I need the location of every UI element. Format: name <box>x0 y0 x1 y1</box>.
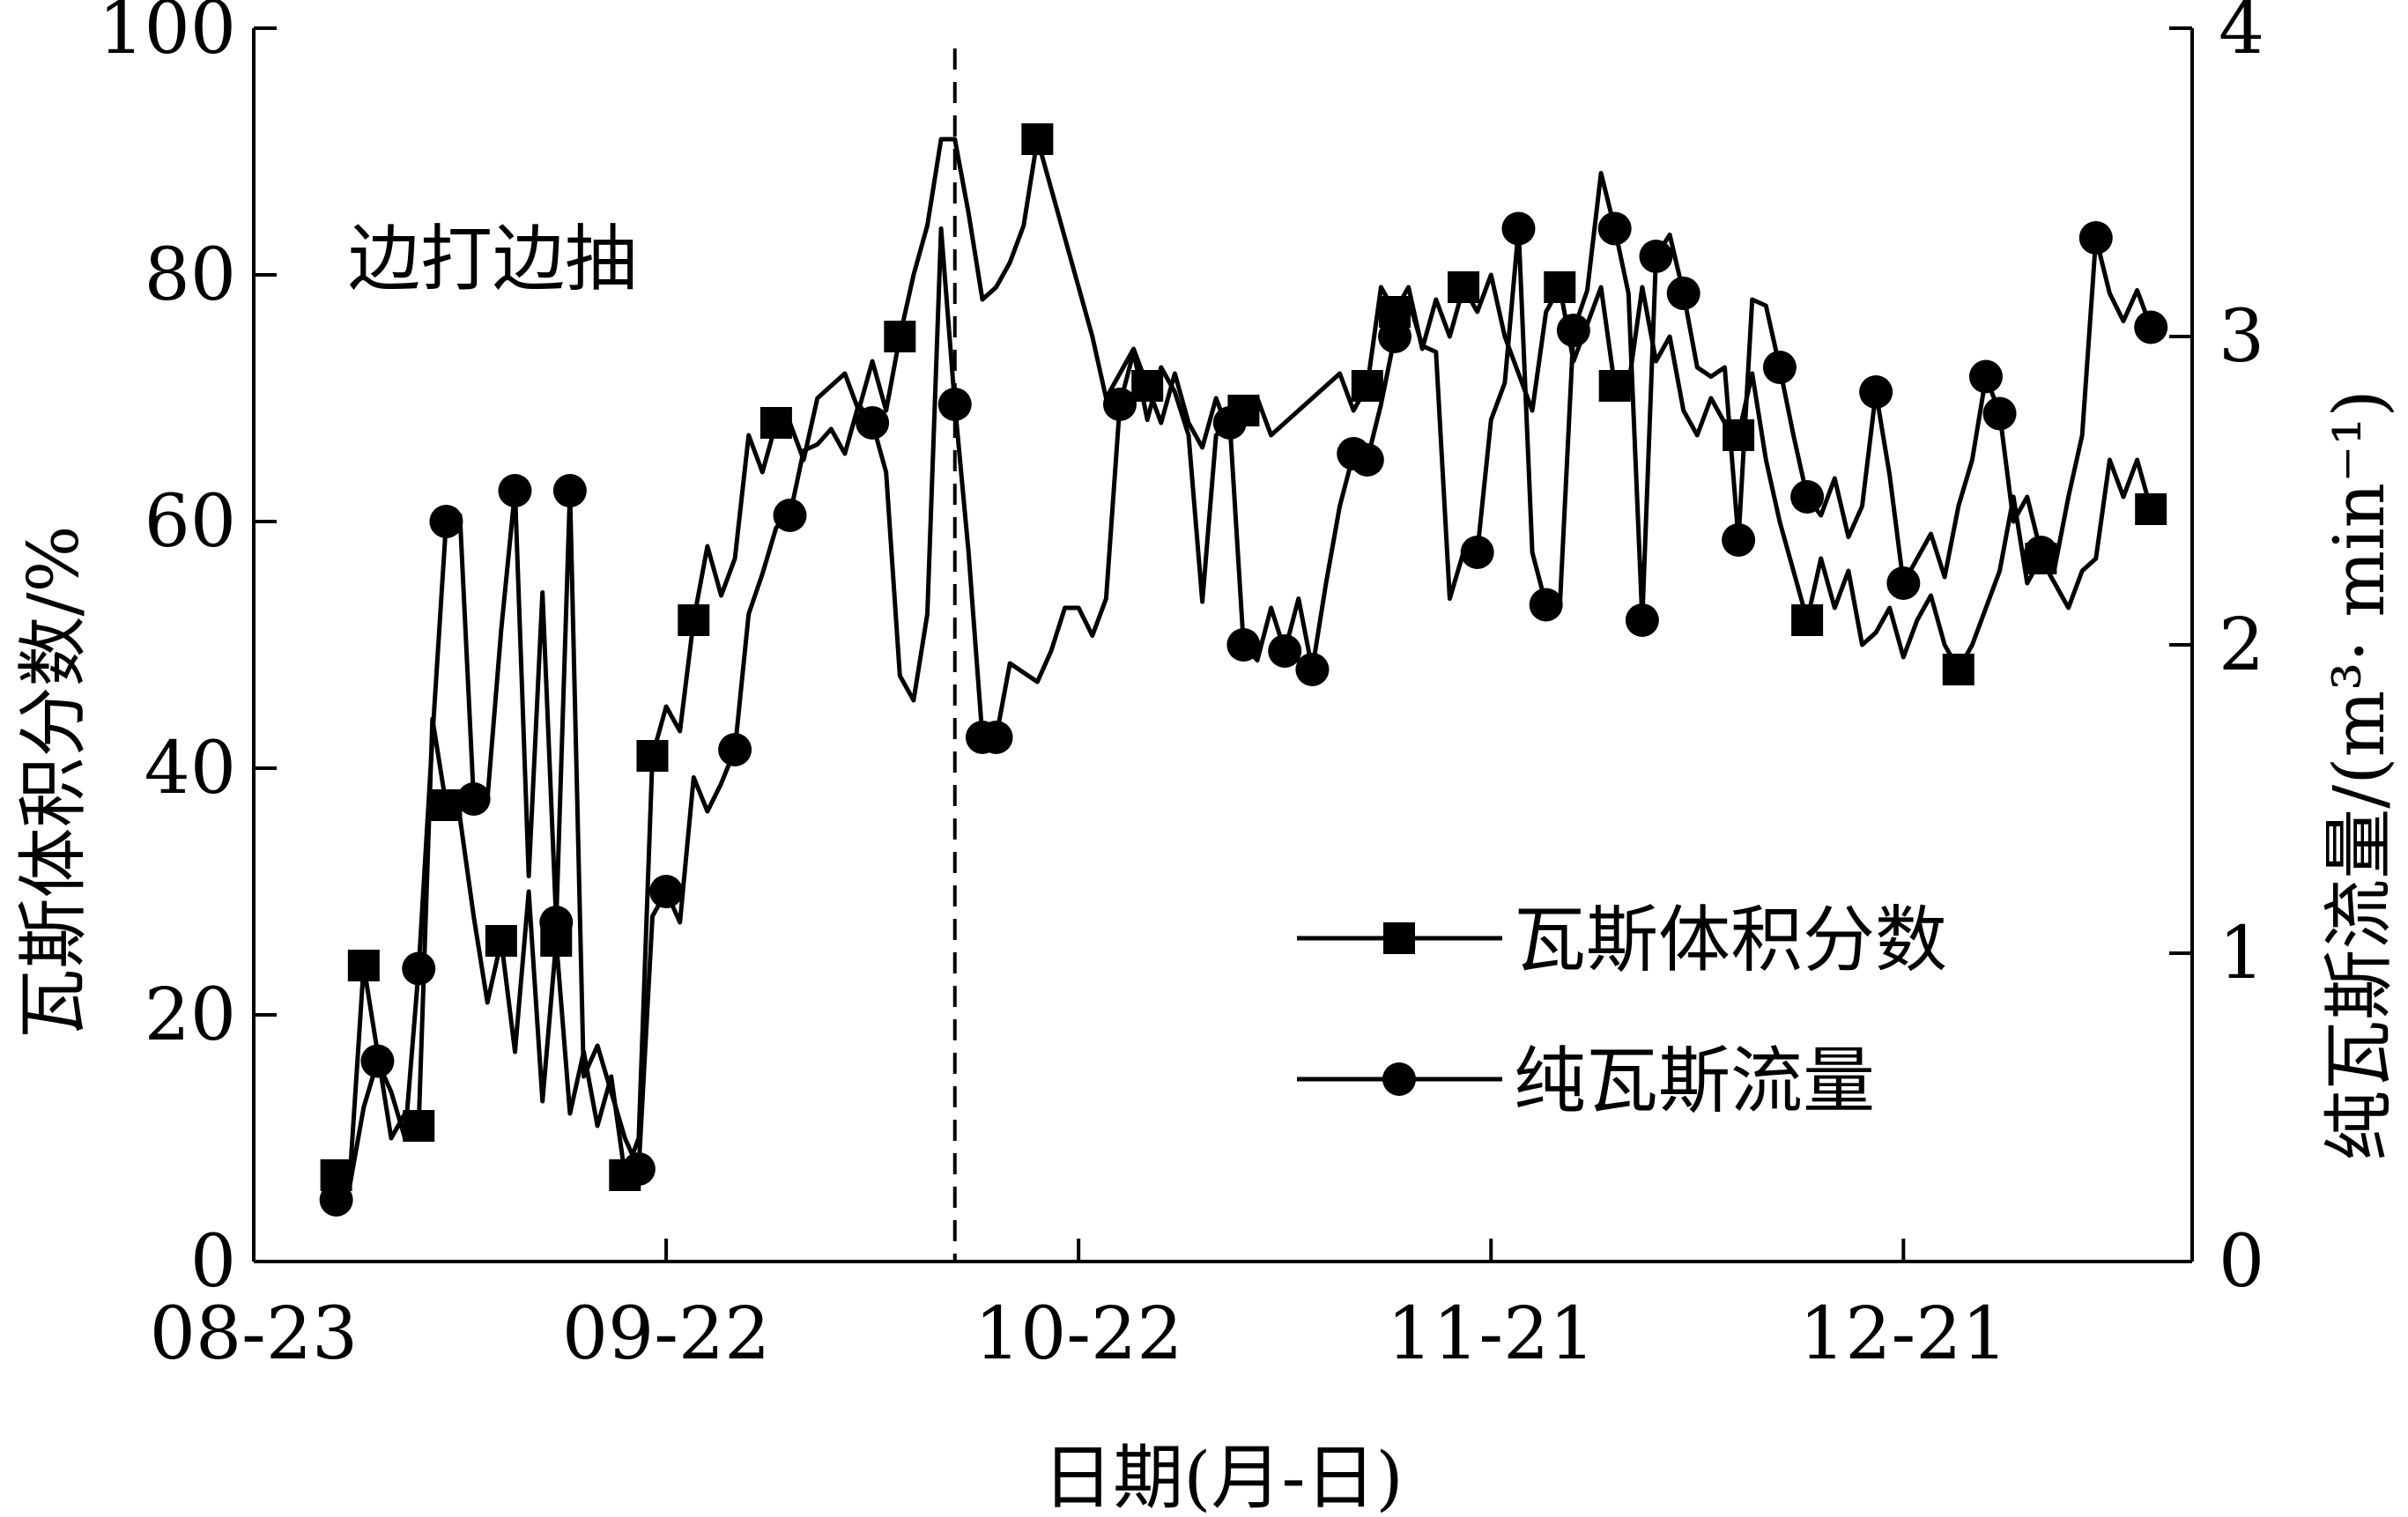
series-layer <box>319 123 2168 1217</box>
data-point-square <box>1942 654 1975 685</box>
legend-label-pure-flow: 纯瓦斯流量 <box>1514 1040 1875 1123</box>
data-point-circle <box>1625 603 1659 637</box>
data-point-square <box>759 407 792 439</box>
left-tick-label: 40 <box>144 727 236 810</box>
right-tick-label: 2 <box>2219 603 2264 687</box>
data-point-circle <box>1982 396 2017 431</box>
left-tick-label: 100 <box>98 0 236 70</box>
data-point-circle <box>718 733 752 766</box>
right-axis-ticks: 0 1 2 3 4 <box>2169 0 2264 1304</box>
data-point-circle <box>1762 351 1797 384</box>
data-point-circle <box>1460 536 1494 569</box>
legend-square-marker <box>1383 922 1415 954</box>
annotation-label: 边打边抽 <box>348 218 637 301</box>
data-point-circle <box>1790 480 1825 514</box>
left-tick-label: 0 <box>190 1220 236 1304</box>
data-point-circle <box>319 1183 353 1217</box>
data-point-square <box>1544 271 1576 303</box>
data-point-square <box>1021 123 1054 155</box>
data-point-circle <box>1268 634 1302 668</box>
data-point-square <box>1448 271 1480 303</box>
data-point-circle <box>1501 211 1536 246</box>
legend-item-volume-fraction: 瓦斯体积分数 <box>1297 899 1947 982</box>
data-point-circle <box>1102 388 1137 421</box>
x-tick-label: 12-21 <box>1799 1292 2007 1376</box>
data-point-circle <box>1886 566 1921 600</box>
data-point-circle <box>1968 359 2003 394</box>
data-point-circle <box>1722 523 1756 557</box>
legend-label-volume-fraction: 瓦斯体积分数 <box>1514 899 1947 982</box>
data-point-circle <box>456 782 491 816</box>
data-point-circle <box>1295 653 1330 686</box>
data-point-square <box>678 604 710 636</box>
left-tick-label: 60 <box>144 480 236 564</box>
data-point-circle <box>1859 375 1893 409</box>
data-point-circle <box>2024 536 2058 569</box>
series-line <box>334 171 2153 1202</box>
left-tick-label: 80 <box>144 233 236 317</box>
data-point-circle <box>2078 221 2113 255</box>
data-point-circle <box>856 406 890 440</box>
right-tick-label: 1 <box>2219 912 2264 995</box>
data-point-square <box>1791 604 1824 636</box>
data-point-circle <box>552 474 587 507</box>
data-point-circle <box>1639 240 1673 273</box>
right-tick-label: 0 <box>2219 1220 2264 1304</box>
data-point-circle <box>979 721 1013 754</box>
x-tick-label: 11-21 <box>1387 1292 1595 1376</box>
data-point-square <box>1598 370 1631 402</box>
right-tick-label: 3 <box>2219 295 2264 379</box>
data-point-circle <box>773 499 807 532</box>
data-point-circle <box>1666 277 1700 310</box>
data-point-circle <box>429 505 463 538</box>
data-point-circle <box>402 951 436 986</box>
right-tick-label: 4 <box>2219 0 2264 70</box>
left-axis-ticks: 0 20 40 60 80 100 <box>98 0 277 1304</box>
data-point-circle <box>1212 406 1247 440</box>
left-axis-title: 瓦斯体积分数/% <box>12 526 94 1040</box>
data-point-circle <box>1226 628 1261 662</box>
data-point-square <box>1351 370 1383 402</box>
data-point-circle <box>1378 320 1412 353</box>
x-axis-ticks: 08-23 09-22 10-22 11-21 12-21 <box>150 1239 2008 1376</box>
data-point-circle <box>1597 211 1632 246</box>
data-point-square <box>430 789 463 821</box>
data-point-circle <box>360 1044 395 1078</box>
data-point-square <box>347 950 380 981</box>
x-tick-label: 08-23 <box>150 1292 358 1376</box>
data-point-circle <box>1350 443 1384 477</box>
data-point-square <box>636 740 669 772</box>
legend: 瓦斯体积分数 纯瓦斯流量 <box>1297 899 1947 1123</box>
data-point-circle <box>937 388 972 421</box>
x-tick-label: 10-22 <box>974 1292 1182 1376</box>
legend-item-pure-flow: 纯瓦斯流量 <box>1297 1040 1875 1123</box>
legend-circle-marker <box>1382 1062 1416 1096</box>
data-point-circle <box>649 875 684 908</box>
data-point-circle <box>539 906 574 939</box>
data-point-square <box>884 321 916 352</box>
x-axis-title: 日期(月-日) <box>1042 1437 1403 1517</box>
data-point-circle <box>2134 310 2168 344</box>
data-point-circle <box>498 474 532 507</box>
x-tick-label: 09-22 <box>562 1292 770 1376</box>
data-point-circle <box>1529 588 1563 622</box>
data-point-circle <box>621 1152 656 1186</box>
left-tick-label: 20 <box>144 973 236 1057</box>
right-axis-title: 纯瓦斯流量/(m³· min⁻¹) <box>2318 389 2400 1160</box>
data-point-square <box>485 925 517 957</box>
data-point-circle <box>1556 314 1590 347</box>
data-point-square <box>2135 493 2167 525</box>
series-pure-flow <box>319 171 2168 1217</box>
